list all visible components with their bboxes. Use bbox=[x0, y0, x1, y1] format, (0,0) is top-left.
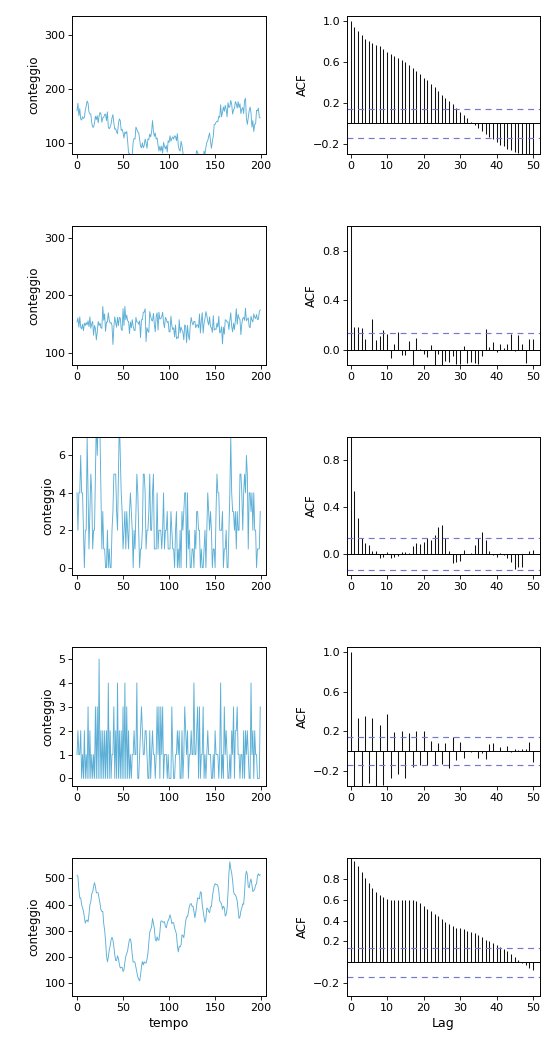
Y-axis label: ACF: ACF bbox=[305, 285, 318, 307]
Y-axis label: ACF: ACF bbox=[296, 74, 309, 96]
X-axis label: tempo: tempo bbox=[149, 1017, 189, 1030]
X-axis label: Lag: Lag bbox=[432, 1017, 455, 1030]
Y-axis label: ACF: ACF bbox=[296, 705, 309, 727]
Y-axis label: ACF: ACF bbox=[305, 494, 318, 518]
Y-axis label: ACF: ACF bbox=[296, 916, 309, 938]
Y-axis label: conteggio: conteggio bbox=[41, 687, 54, 745]
Y-axis label: conteggio: conteggio bbox=[41, 476, 54, 535]
Y-axis label: conteggio: conteggio bbox=[27, 267, 40, 325]
Y-axis label: conteggio: conteggio bbox=[27, 898, 40, 956]
Y-axis label: conteggio: conteggio bbox=[27, 56, 40, 114]
